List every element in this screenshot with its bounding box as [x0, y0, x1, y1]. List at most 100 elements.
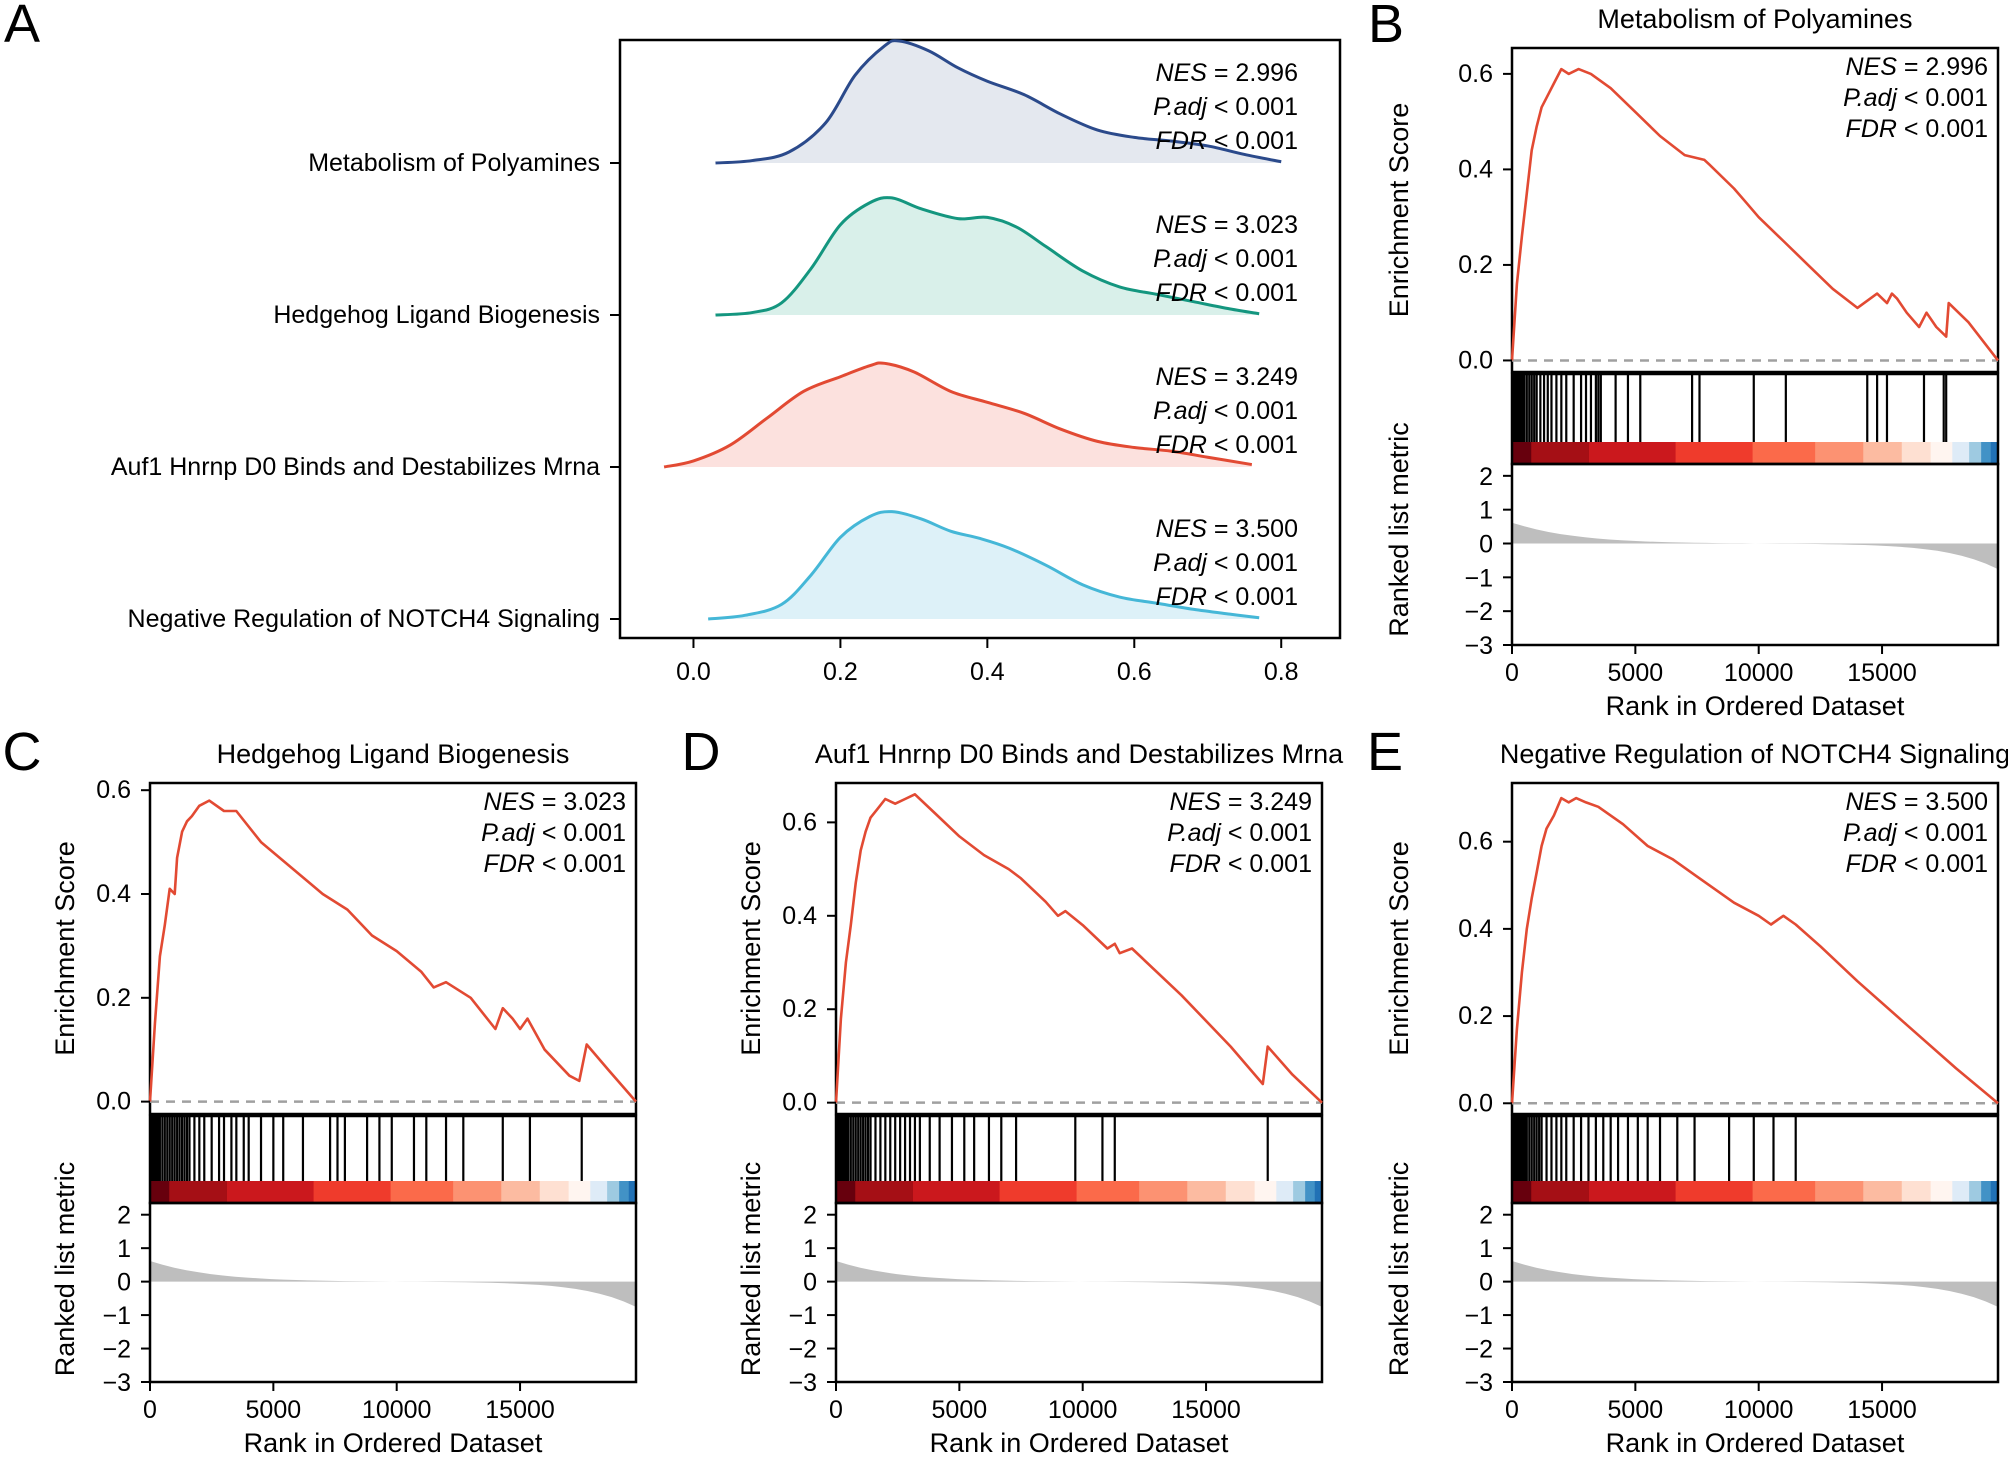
x-axis-label: Rank in Ordered Dataset [930, 1428, 1229, 1458]
rank-heat-segment [1969, 442, 1982, 464]
rank-heat-segment [1293, 1181, 1306, 1203]
panel-letter-e: E [1367, 722, 1403, 782]
gsea-title: Negative Regulation of NOTCH4 Signaling [1500, 739, 2008, 769]
es-y-axis-label: Enrichment Score [1384, 103, 1414, 318]
metric-y-tick-label: 1 [1479, 497, 1493, 525]
ridge-nes-4-label: NES [1156, 515, 1208, 543]
rank-heat-segment [999, 1181, 1078, 1203]
ranked-metric-area [836, 1261, 1322, 1307]
x-tick-label: 0 [1505, 659, 1519, 687]
ridge-fdr-1-value: < 0.001 [1207, 127, 1298, 155]
gsea-panel-d: Auf1 Hnrnp D0 Binds and Destabilizes Mrn… [736, 739, 1344, 1458]
es-y-axis-label: Enrichment Score [736, 841, 766, 1056]
rank-heat-segment [1675, 442, 1754, 464]
ridge-padj-4: P.adj < 0.001 [1153, 549, 1298, 577]
ridge-fdr-4-value: < 0.001 [1207, 583, 1298, 611]
rank-heat-segment [1305, 1181, 1316, 1203]
rank-heat-segment [1815, 1181, 1864, 1203]
panel-letter-a: A [4, 0, 40, 54]
ridge-plot-panel: Metabolism of Polyamines NES = 2.996 P.adj… [111, 38, 1342, 686]
ridge-x-tick-label: 0.0 [676, 658, 711, 686]
es-y-tick-label: 0.0 [782, 1089, 817, 1117]
ridge-padj-4-value: < 0.001 [1207, 549, 1298, 577]
metric-y-tick-label: −3 [1464, 632, 1493, 660]
ridge-nes-1-value: = 2.996 [1207, 59, 1298, 87]
metric-y-tick-label: −1 [102, 1302, 131, 1330]
ridge-x-tick-label: 0.2 [823, 658, 858, 686]
metric-y-tick-label: −2 [1464, 1336, 1493, 1364]
ridge-nes-4-value: = 3.500 [1207, 515, 1298, 543]
rank-heat-segment [1276, 1181, 1294, 1203]
ridge-padj-2-value: < 0.001 [1207, 245, 1298, 273]
x-tick-label: 15000 [1847, 659, 1917, 687]
ridge-nes-4: NES = 3.500 [1156, 515, 1298, 543]
ridge-padj-3-label: P.adj [1153, 397, 1208, 425]
x-tick-label: 5000 [246, 1396, 302, 1424]
ridge-line-3 [663, 361, 1253, 469]
gsea-fdr-label: FDR [1846, 850, 1897, 878]
ridge-nes-3-label: NES [1156, 363, 1208, 391]
gsea-title: Auf1 Hnrnp D0 Binds and Destabilizes Mrn… [815, 739, 1344, 769]
rank-heat-segment [1314, 1181, 1323, 1203]
gsea-nes-label: NES [1170, 788, 1222, 816]
metric-y-axis-label: Ranked list metric [736, 1162, 766, 1377]
rank-heat-segment [1981, 1181, 1992, 1203]
rank-heat-segment [1863, 1181, 1903, 1203]
metric-y-tick-label: 0 [1479, 531, 1493, 559]
ridge-padj-4-label: P.adj [1153, 549, 1208, 577]
enrichment-score-line [1510, 796, 1999, 1105]
es-y-tick-label: 0.2 [96, 984, 131, 1012]
rank-heat-segment [1990, 442, 1999, 464]
x-tick-label: 10000 [362, 1396, 432, 1424]
gsea-fdr: FDR < 0.001 [1846, 850, 1988, 878]
rank-heat-segment [1531, 442, 1590, 464]
rank-heat-segment [1990, 1181, 1999, 1203]
x-tick-label: 15000 [1171, 1396, 1241, 1424]
rank-heat-segment [1588, 442, 1677, 464]
ridge-padj-1-value: < 0.001 [1207, 93, 1298, 121]
rank-heat-segment [1901, 1181, 1932, 1203]
gsea-nes-value: = 2.996 [1897, 53, 1988, 81]
metric-y-tick-label: −1 [1464, 564, 1493, 592]
gsea-padj-label: P.adj [1843, 819, 1898, 847]
es-y-tick-label: 0.4 [1458, 155, 1493, 183]
rank-heat-segment [1952, 1181, 1970, 1203]
x-tick-label: 10000 [1048, 1396, 1118, 1424]
es-y-tick-label: 0.0 [96, 1088, 131, 1116]
rank-heat-segment [836, 1181, 856, 1203]
es-y-tick-label: 0.2 [1458, 251, 1493, 279]
gsea-fdr: FDR < 0.001 [484, 850, 626, 878]
ridge-line-2 [715, 196, 1260, 317]
es-y-tick-label: 0.2 [782, 995, 817, 1023]
x-tick-label: 5000 [932, 1396, 988, 1424]
gsea-title: Hedgehog Ligand Biogenesis [217, 739, 570, 769]
rank-heat-segment [1930, 442, 1953, 464]
ridge-fdr-1-label: FDR [1156, 127, 1207, 155]
gsea-fdr-value: < 0.001 [1897, 850, 1988, 878]
ridge-nes-2-label: NES [1156, 211, 1208, 239]
enrichment-score-line [1510, 67, 2000, 362]
rug-background [1512, 1116, 1998, 1181]
rank-heat-segment [1930, 1181, 1953, 1203]
rank-heat-segment [1254, 1181, 1277, 1203]
metric-y-tick-label: −1 [788, 1302, 817, 1330]
metric-y-axis-label: Ranked list metric [1384, 422, 1414, 637]
ridge-fdr-3-label: FDR [1156, 431, 1207, 459]
es-y-tick-label: 0.6 [782, 808, 817, 836]
rank-heat-segment [1752, 1181, 1816, 1203]
enrichment-score-line [834, 793, 1323, 1104]
es-y-tick-label: 0.0 [1458, 346, 1493, 374]
x-axis-label: Rank in Ordered Dataset [1606, 1428, 1905, 1458]
gsea-nes-label: NES [484, 788, 536, 816]
ridge-label-3: Auf1 Hnrnp D0 Binds and Destabilizes Mrn… [111, 453, 600, 481]
rank-heat-segment [1863, 442, 1903, 464]
rank-heat-segment [1675, 1181, 1754, 1203]
es-frame [1510, 46, 2000, 374]
ridge-padj-3-value: < 0.001 [1207, 397, 1298, 425]
rank-heat-segment [1981, 442, 1992, 464]
metric-y-tick-label: 0 [117, 1269, 131, 1297]
rank-heat-segment [1225, 1181, 1256, 1203]
gsea-fdr: FDR < 0.001 [1846, 115, 1988, 143]
ridge-padj-2-label: P.adj [1153, 245, 1208, 273]
x-tick-label: 0 [829, 1396, 843, 1424]
